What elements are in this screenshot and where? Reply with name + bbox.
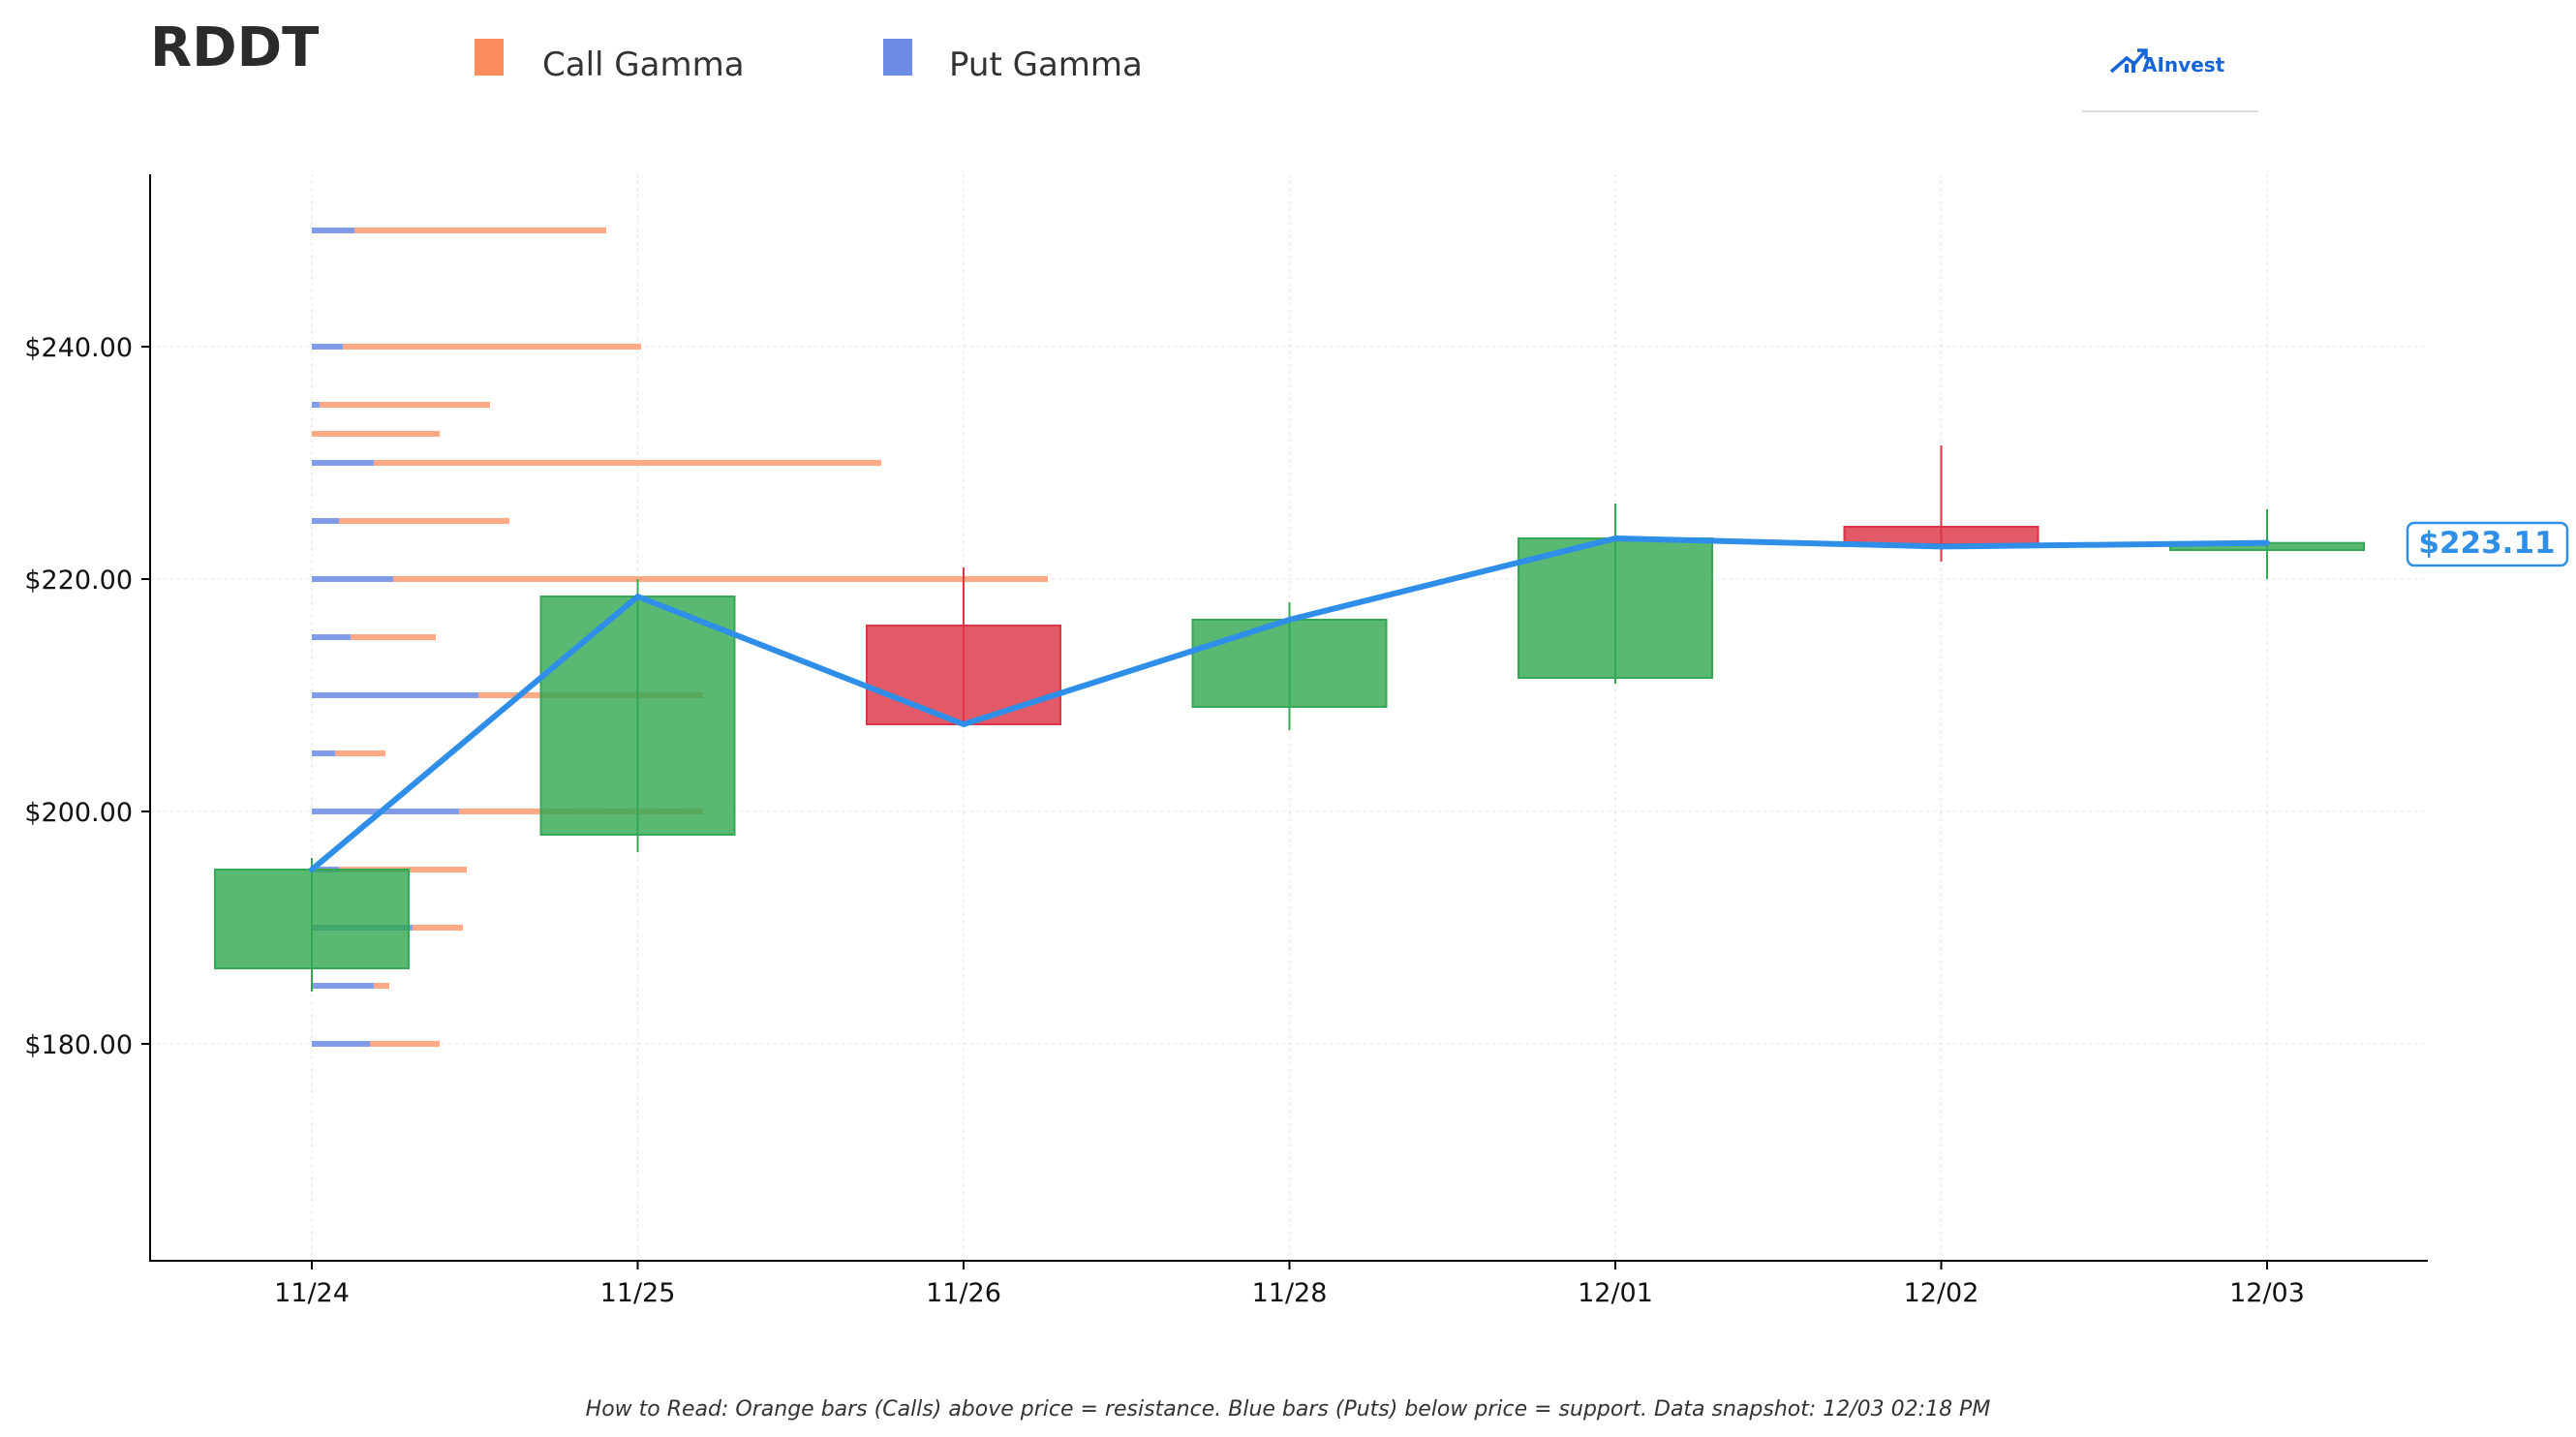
- put-gamma-bar: [312, 1041, 370, 1047]
- candlesticks: [214, 445, 2365, 992]
- candle-body: [1518, 537, 1713, 679]
- put-gamma-legend-label: Put Gamma: [949, 46, 1143, 84]
- legend: Call Gamma Put Gamma: [475, 39, 1143, 84]
- chart-arrow-icon: [2109, 48, 2148, 74]
- ainvest-logo: AInvest: [2082, 48, 2258, 112]
- y-tick-label: $220.00: [24, 566, 133, 596]
- x-tick-label: 11/24: [274, 1278, 350, 1308]
- put-gamma-bar: [312, 228, 354, 233]
- put-gamma-bar: [312, 576, 393, 582]
- x-tick-label: 12/01: [1578, 1278, 1653, 1308]
- candle-body: [1191, 619, 1388, 708]
- put-gamma-bar: [312, 518, 339, 524]
- put-gamma-bar: [312, 692, 478, 698]
- x-tick-label: 12/03: [2229, 1278, 2305, 1308]
- ticker-title: RDDT: [150, 16, 319, 79]
- put-gamma-swatch: [883, 39, 912, 76]
- x-tick-label: 11/28: [1252, 1278, 1328, 1308]
- candle-body: [866, 625, 1061, 725]
- x-tick-label: 11/25: [600, 1278, 676, 1308]
- x-axis-ticks: 11/24 11/25 11/26 11/28 12/01 12/02 12/03: [274, 1261, 2305, 1308]
- put-gamma-bar: [312, 402, 320, 408]
- call-gamma-swatch: [475, 39, 504, 76]
- candle-body: [214, 869, 410, 969]
- put-gamma-bar: [312, 750, 335, 756]
- call-gamma-bar: [339, 518, 509, 524]
- put-gamma-bar: [312, 634, 351, 640]
- y-tick-label: $240.00: [24, 333, 133, 363]
- y-tick-label: $200.00: [24, 798, 133, 828]
- price-tag-box: [2406, 521, 2569, 567]
- put-gamma-bar: [312, 460, 374, 466]
- x-tick-label: 11/26: [926, 1278, 1001, 1308]
- call-gamma-bar: [343, 344, 641, 350]
- y-axis-ticks: $180.00 $200.00 $220.00 $240.00: [24, 333, 150, 1060]
- call-gamma-legend-label: Call Gamma: [542, 46, 745, 84]
- footnote: How to Read: Orange bars (Calls) above p…: [586, 1397, 1991, 1422]
- put-gamma-bar: [312, 983, 374, 989]
- y-tick-label: $180.00: [24, 1030, 133, 1060]
- x-tick-label: 12/02: [1904, 1278, 1979, 1308]
- call-gamma-bar: [374, 983, 389, 989]
- call-gamma-bar: [374, 460, 881, 466]
- call-gamma-bar: [320, 402, 490, 408]
- logo-text: AInvest: [2142, 53, 2225, 76]
- call-gamma-bar: [354, 228, 606, 233]
- call-gamma-bar: [393, 576, 1048, 582]
- call-gamma-bar: [351, 634, 436, 640]
- call-gamma-bar: [312, 431, 440, 437]
- call-gamma-bar: [413, 925, 463, 931]
- candle-body: [1843, 526, 2039, 545]
- call-gamma-bar: [370, 1041, 440, 1047]
- close-price-line: [309, 535, 2270, 872]
- close-line-path: [309, 535, 2270, 872]
- candle-body: [539, 596, 736, 836]
- price-tag-value: $223.11: [2418, 526, 2555, 561]
- current-price-tag: $223.11: [2406, 521, 2569, 567]
- put-gamma-bar: [312, 344, 343, 350]
- call-gamma-bar: [335, 750, 385, 756]
